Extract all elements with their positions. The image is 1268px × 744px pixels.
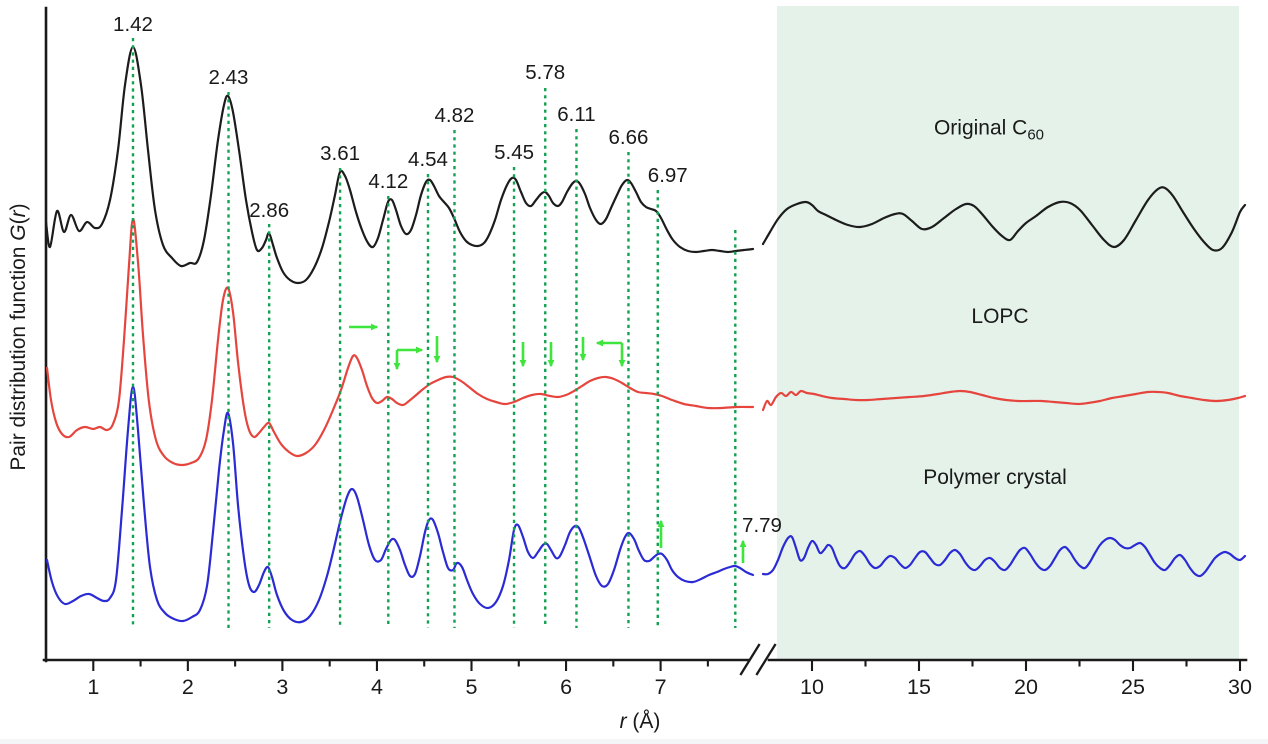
x-ticks bbox=[92, 660, 1242, 671]
shaded-region bbox=[777, 6, 1239, 659]
y-axis-title-r: r bbox=[7, 210, 30, 218]
peak-label-6.11: 6.11 bbox=[557, 103, 595, 126]
series-label-lopc: LOPC bbox=[971, 305, 1029, 328]
tick-label-15: 15 bbox=[907, 675, 931, 699]
tick-label-2: 2 bbox=[182, 675, 194, 699]
curve-original-c60-right bbox=[761, 186, 1247, 252]
series-label-polymer-crystal: Polymer crystal bbox=[923, 466, 1067, 489]
peak-label-6.97: 6.97 bbox=[648, 164, 688, 187]
x-tick-labels: 1 2 3 4 5 6 7 10 15 20 25 30 bbox=[87, 675, 1252, 699]
tick-label-4: 4 bbox=[371, 675, 383, 699]
y-axis-title-G: G bbox=[7, 224, 30, 241]
peak-label-4.54: 4.54 bbox=[408, 148, 448, 171]
curve-polymer-crystal-right bbox=[761, 535, 1247, 578]
page-bottom-edge bbox=[0, 739, 1268, 744]
tick-label-6: 6 bbox=[560, 675, 572, 699]
tick-label-10: 10 bbox=[800, 675, 824, 699]
x-axis-title-unit: (Å) bbox=[626, 710, 661, 733]
curve-lopc-left bbox=[45, 217, 755, 467]
peak-label-3.61: 3.61 bbox=[320, 142, 360, 165]
series-label-original-c60: Original C60 bbox=[933, 116, 1045, 144]
curve-polymer-crystal-left bbox=[45, 385, 755, 624]
y-axis-title-text: Pair distribution function bbox=[7, 240, 30, 471]
curve-lopc-right bbox=[761, 389, 1247, 412]
peak-label-1.42: 1.42 bbox=[113, 13, 153, 36]
peak-label-6.66: 6.66 bbox=[608, 126, 648, 149]
tick-label-3: 3 bbox=[276, 675, 288, 699]
x-axis-title: r (Å) bbox=[620, 710, 661, 734]
tick-label-1: 1 bbox=[87, 675, 99, 699]
peak-label-7.79: 7.79 bbox=[742, 514, 782, 537]
y-axis-title: Pair distribution function G(r) bbox=[7, 203, 30, 471]
curves bbox=[44, 45, 1247, 624]
tick-label-30: 30 bbox=[1228, 675, 1252, 699]
tick-label-20: 20 bbox=[1014, 675, 1038, 699]
curve-original-c60-left bbox=[44, 45, 755, 285]
peak-label-4.82: 4.82 bbox=[435, 104, 475, 127]
tick-label-7: 7 bbox=[655, 675, 667, 699]
peak-guide-lines bbox=[131, 38, 737, 628]
peak-labels: 1.42 2.43 2.86 3.61 4.124.54 4.82 5.45 5.78 6.11… bbox=[113, 13, 782, 537]
peak-label-4.12: 4.12 bbox=[368, 170, 408, 193]
axis-break-slash-2 bbox=[755, 643, 777, 676]
axis-break-slash-1 bbox=[739, 643, 761, 676]
c60-subscript: 60 bbox=[1027, 126, 1045, 144]
annotation-arrows bbox=[349, 323, 747, 563]
peak-label-2.86: 2.86 bbox=[249, 199, 289, 222]
peak-label-5.45: 5.45 bbox=[494, 141, 534, 164]
x-axis-title-r: r bbox=[619, 710, 627, 733]
peak-label-5.78: 5.78 bbox=[525, 61, 565, 84]
peak-label-2.43: 2.43 bbox=[209, 66, 249, 89]
tick-label-25: 25 bbox=[1121, 675, 1145, 699]
tick-label-5: 5 bbox=[466, 675, 478, 699]
axes bbox=[42, 6, 1248, 676]
